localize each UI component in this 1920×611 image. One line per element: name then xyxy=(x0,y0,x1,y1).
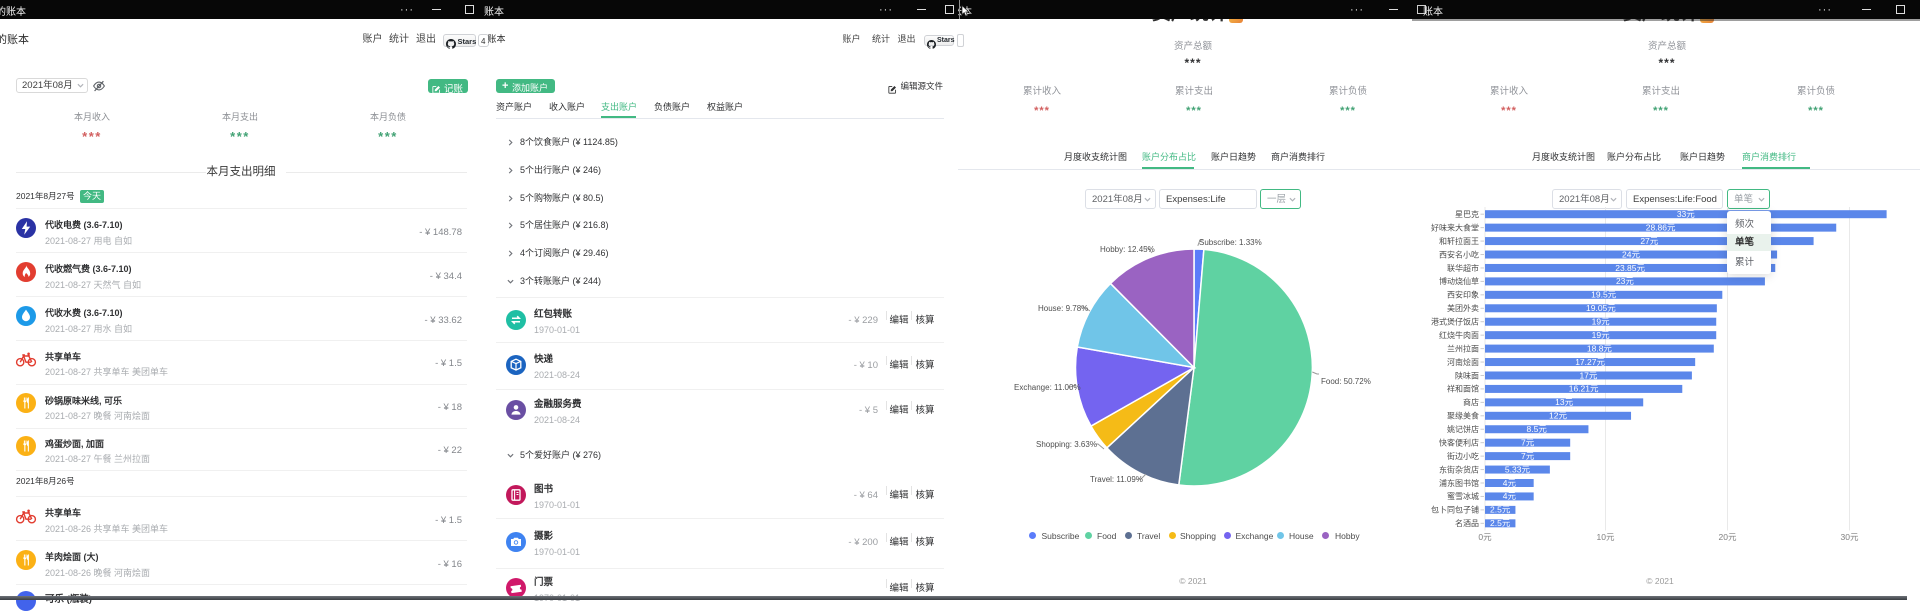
svg-text:20元: 20元 xyxy=(1719,532,1737,542)
svg-text:街边小吃: 街边小吃 xyxy=(1447,451,1479,461)
svg-text:23元: 23元 xyxy=(1616,276,1634,286)
svg-text:浦东图书馆: 浦东图书馆 xyxy=(1439,478,1479,488)
svg-text:13元: 13元 xyxy=(1555,397,1573,407)
svg-text:包卜同包子铺: 包卜同包子铺 xyxy=(1431,505,1479,515)
svg-text:5.33元: 5.33元 xyxy=(1505,464,1531,474)
svg-text:7元: 7元 xyxy=(1521,451,1535,461)
svg-text:8.5元: 8.5元 xyxy=(1527,424,1548,434)
svg-text:聚缘美食: 聚缘美食 xyxy=(1447,411,1479,421)
svg-text:陕味面: 陕味面 xyxy=(1455,370,1479,380)
svg-text:27元: 27元 xyxy=(1640,236,1658,246)
svg-text:联华超市: 联华超市 xyxy=(1447,263,1479,273)
svg-text:河南烩面: 河南烩面 xyxy=(1447,357,1479,367)
svg-text:兰州拉面: 兰州拉面 xyxy=(1447,343,1479,353)
svg-text:商店: 商店 xyxy=(1463,397,1479,407)
svg-text:东街杂货店: 东街杂货店 xyxy=(1439,464,1479,474)
svg-text:10元: 10元 xyxy=(1597,532,1615,542)
svg-text:19元: 19元 xyxy=(1592,317,1610,327)
svg-text:23.85元: 23.85元 xyxy=(1615,263,1645,273)
svg-text:博动烧仙草: 博动烧仙草 xyxy=(1439,276,1479,286)
svg-text:4元: 4元 xyxy=(1503,491,1517,501)
svg-text:名酒品: 名酒品 xyxy=(1455,518,1479,528)
svg-text:和轩拉面王: 和轩拉面王 xyxy=(1439,236,1479,246)
svg-text:19.5元: 19.5元 xyxy=(1591,290,1617,300)
svg-text:星巴克: 星巴克 xyxy=(1455,210,1479,219)
svg-text:美团外卖: 美团外卖 xyxy=(1447,303,1479,313)
svg-text:2.5元: 2.5元 xyxy=(1490,505,1511,515)
svg-text:蜜雪冰城: 蜜雪冰城 xyxy=(1447,491,1479,501)
svg-text:好味来大食堂: 好味来大食堂 xyxy=(1431,222,1479,232)
svg-text:西安印象: 西安印象 xyxy=(1447,290,1479,300)
svg-text:4元: 4元 xyxy=(1503,478,1517,488)
svg-text:19元: 19元 xyxy=(1592,330,1610,340)
svg-text:12元: 12元 xyxy=(1549,411,1567,421)
svg-text:红烧牛肉面: 红烧牛肉面 xyxy=(1439,330,1479,340)
svg-text:30元: 30元 xyxy=(1841,532,1859,542)
svg-text:姚记饼店: 姚记饼店 xyxy=(1447,424,1479,434)
svg-text:17.27元: 17.27元 xyxy=(1575,357,1605,367)
svg-text:19.05元: 19.05元 xyxy=(1586,303,1616,313)
svg-text:祥和面馆: 祥和面馆 xyxy=(1447,384,1479,394)
svg-text:7元: 7元 xyxy=(1521,437,1535,447)
svg-text:17元: 17元 xyxy=(1579,370,1597,380)
svg-text:2.5元: 2.5元 xyxy=(1490,518,1511,528)
svg-text:18.8元: 18.8元 xyxy=(1587,343,1613,353)
svg-text:16.21元: 16.21元 xyxy=(1569,384,1599,394)
svg-text:0元: 0元 xyxy=(1478,532,1492,542)
svg-text:33元: 33元 xyxy=(1677,209,1695,219)
svg-text:28.86元: 28.86元 xyxy=(1646,222,1676,232)
svg-text:港式煲仔饭店: 港式煲仔饭店 xyxy=(1431,317,1479,327)
svg-text:24元: 24元 xyxy=(1622,249,1640,259)
svg-text:西安名小吃: 西安名小吃 xyxy=(1439,249,1479,259)
svg-text:快客便利店: 快客便利店 xyxy=(1439,437,1479,447)
